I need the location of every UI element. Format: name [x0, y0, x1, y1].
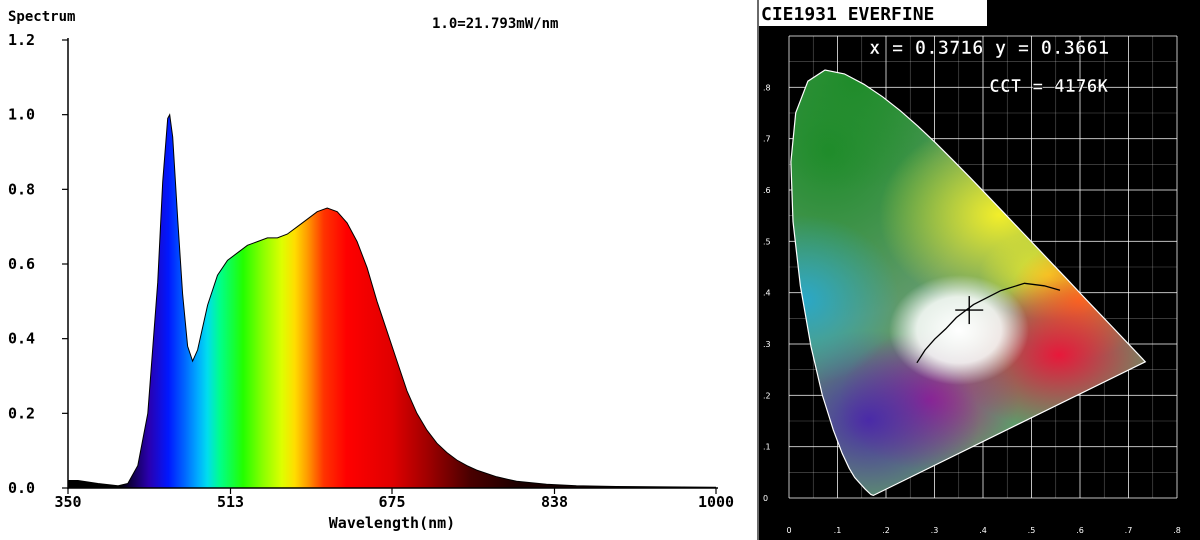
x-tick-label: 1000 — [698, 493, 734, 511]
y-axis: 0.0 0.2 0.4 0.6 0.8 1.0 1.2 — [8, 31, 68, 497]
x-axis-label: Wavelength(nm) — [329, 514, 455, 532]
cie-x-tick-label: .3 — [931, 526, 939, 535]
chart-title: Spectrum — [8, 9, 75, 25]
x-tick-label: 838 — [541, 493, 568, 511]
scale-annotation: 1.0=21.793mW/nm — [432, 16, 558, 32]
cie-x-tick-label: 0 — [786, 526, 791, 535]
cie-y-tick-label: .1 — [763, 443, 771, 452]
y-tick-label: 0.2 — [8, 404, 35, 422]
cie-x-tick-label: .1 — [834, 526, 842, 535]
x-tick-label: 350 — [54, 493, 81, 511]
spectrum-chart-panel: Spectrum 1.0=21.793mW/nm 0.0 0.2 0.4 0.6 0.8… — [8, 9, 735, 532]
cie-y-tick-label: 0 — [763, 494, 768, 503]
cie-x-tick-label: .5 — [1028, 526, 1036, 535]
cie-x-tick-label: .8 — [1173, 526, 1181, 535]
spectrum-line — [68, 113, 717, 488]
x-tick-label: 513 — [217, 493, 244, 511]
cie-y-tick-label: .4 — [763, 289, 771, 298]
y-tick-label: 1.0 — [8, 106, 35, 124]
cie-y-tick-label: .5 — [763, 237, 771, 246]
cie-y-tick-label: .8 — [763, 83, 771, 92]
x-tick-label: 675 — [378, 493, 405, 511]
spectrum-area — [68, 114, 716, 488]
cie-x-tick-label: .6 — [1076, 526, 1084, 535]
cie-x-tick-label: .4 — [979, 526, 987, 535]
cie-y-tick-label: .6 — [763, 186, 771, 195]
spectral-locus — [790, 69, 1147, 497]
spectrum-chart: Spectrum 1.0=21.793mW/nm 0.0 0.2 0.4 0.6 0.8… — [8, 9, 734, 532]
y-tick-label: 0.4 — [8, 330, 35, 348]
cie-chromaticity-panel: 0 .1 .2 .3 .4 .5 .6 .7 .8 0 .1 .2 .3 .4 .5 .6 .7 .8 CIE19… — [759, 0, 1200, 540]
y-tick-label: 0.8 — [8, 180, 35, 198]
x-axis: 350 513 675 838 1000 — [54, 488, 734, 511]
cie-axis-ticks: 0 .1 .2 .3 .4 .5 .6 .7 .8 0 .1 .2 .3 .4 .5 .6 .7 .8 — [763, 83, 1181, 535]
y-tick-label: 1.2 — [8, 31, 35, 49]
y-tick-label: 0.6 — [8, 255, 35, 273]
chromaticity-point-marker — [955, 296, 984, 325]
cie-x-tick-label: .7 — [1125, 526, 1133, 535]
cie-title: CIE1931 EVERFINE — [761, 4, 934, 25]
gamut-fill — [790, 70, 1146, 496]
planckian-locus — [916, 282, 1061, 364]
cie-title-bg — [759, 0, 987, 26]
cie-x-tick-label: .2 — [882, 526, 890, 535]
cie-y-tick-label: .3 — [763, 340, 771, 349]
cie-y-tick-label: .7 — [763, 135, 771, 144]
y-tick-label: 0.0 — [8, 479, 35, 497]
cie-diagram: 0 .1 .2 .3 .4 .5 .6 .7 .8 0 .1 .2 .3 .4 .5 .6 .7 .8 CIE19… — [759, 0, 1181, 535]
cie-y-tick-label: .2 — [763, 391, 771, 400]
cct-readout: CCT = 4176K — [989, 76, 1108, 97]
panel-divider — [757, 0, 759, 540]
xy-readout: x = 0.3716 y = 0.3661 — [869, 37, 1109, 59]
